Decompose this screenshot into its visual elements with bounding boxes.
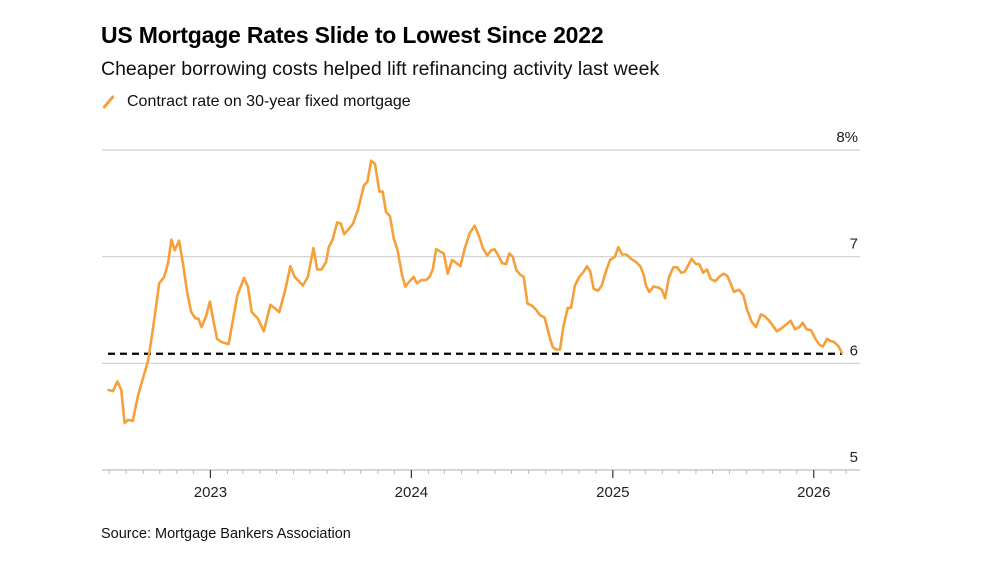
chart-title: US Mortgage Rates Slide to Lowest Since … [101,22,604,48]
y-tick-label: 7 [850,236,858,253]
x-tick-label: 2024 [395,484,428,501]
series-group [107,159,844,425]
y-tick-label: 8% [836,129,858,146]
y-tick-label: 5 [850,449,858,466]
x-tick-label: 2026 [797,484,830,501]
series-line [107,159,844,425]
source-note: Source: Mortgage Bankers Association [101,526,351,542]
x-tick-label: 2023 [194,484,227,501]
x-axis: 2023 2024 2025 2026 [108,470,847,501]
y-axis: 8% 7 6 5 [836,129,858,466]
legend-label: Contract rate on 30-year fixed mortgage [127,93,411,110]
legend: Contract rate on 30-year fixed mortgage [101,93,411,111]
y-tick-label: 6 [850,342,858,359]
chart-subtitle: Cheaper borrowing costs helped lift refi… [101,58,660,80]
x-tick-label: 2025 [596,484,629,501]
gridlines [102,149,860,471]
